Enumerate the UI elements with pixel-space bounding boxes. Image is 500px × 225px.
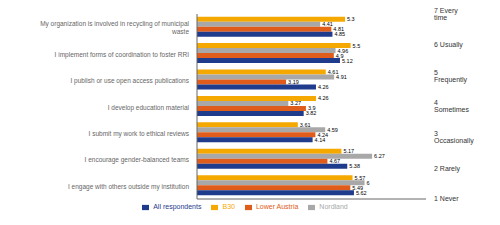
svg-text:6: 6 (367, 180, 370, 186)
svg-text:5Frequently: 5Frequently (434, 69, 468, 84)
svg-text:I publish or use open access p: I publish or use open access publication… (70, 77, 189, 85)
svg-text:2 Rarely: 2 Rarely (434, 165, 461, 173)
svg-text:4.59: 4.59 (327, 127, 338, 133)
svg-text:4.24: 4.24 (317, 131, 329, 138)
svg-text:5.62: 5.62 (356, 190, 367, 196)
svg-text:5.3: 5.3 (347, 16, 355, 22)
html-text:All respondents: All respondents (153, 203, 202, 210)
svg-text:4.26: 4.26 (318, 84, 329, 90)
svg-text:4.26: 4.26 (318, 95, 329, 101)
svg-text:6.27: 6.27 (374, 153, 385, 159)
svg-text:5.38: 5.38 (349, 163, 360, 169)
svg-text:5.57: 5.57 (355, 175, 366, 181)
svg-text:1 Never: 1 Never (434, 195, 459, 202)
svg-text:I submit my work to ethical re: I submit my work to ethical reviews (89, 129, 190, 137)
svg-text:3.9: 3.9 (307, 105, 316, 112)
svg-text:My organization is involved in: My organization is involved in recycling… (40, 20, 189, 35)
svg-text:4.96: 4.96 (337, 47, 349, 54)
svg-text:5.49: 5.49 (352, 184, 363, 191)
svg-text:5.12: 5.12 (342, 58, 353, 64)
svg-text:4.91: 4.91 (336, 74, 347, 80)
svg-text:3.61: 3.61 (300, 122, 311, 128)
svg-text:4.85: 4.85 (334, 31, 345, 37)
svg-text:3.19: 3.19 (288, 79, 299, 85)
svg-text:4.67: 4.67 (329, 158, 340, 164)
svg-text:I develop education material: I develop education material (108, 103, 190, 111)
svg-text:6 Usually: 6 Usually (434, 41, 463, 49)
svg-text:4.14: 4.14 (315, 137, 326, 143)
svg-text:I engage with others outside m: I engage with others outside my institut… (68, 182, 189, 190)
svg-text:4.61: 4.61 (327, 69, 339, 75)
svg-text:7 Everytime: 7 Everytime (434, 8, 458, 21)
svg-text:3.27: 3.27 (290, 100, 301, 106)
svg-text:3.82: 3.82 (306, 110, 317, 116)
svg-text:4Sometimes: 4Sometimes (434, 99, 470, 113)
html-text:Nordland: Nordland (319, 203, 348, 210)
svg-text:5.5: 5.5 (353, 43, 361, 49)
html-text:B30: B30 (222, 203, 235, 210)
html-text:Lower Austria: Lower Austria (255, 203, 299, 210)
svg-text:3Occasionally: 3Occasionally (434, 130, 474, 145)
svg-text:I encourage gender-balanced te: I encourage gender-balanced teams (85, 156, 190, 164)
svg-text:4.81: 4.81 (333, 26, 344, 33)
svg-text:4.41: 4.41 (322, 21, 333, 27)
svg-text:5.17: 5.17 (343, 148, 354, 154)
svg-text:I implement forms of coordinat: I implement forms of coordination to fos… (55, 50, 190, 58)
svg-text:4.9: 4.9 (335, 52, 344, 59)
